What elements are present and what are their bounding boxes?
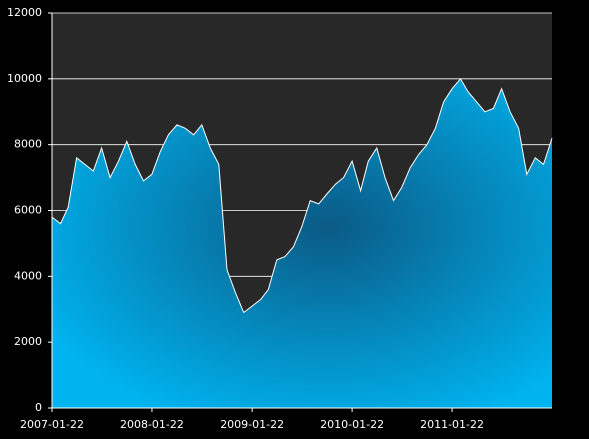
area [52,78,552,409]
x-tick-label: 2011-01-22 [420,418,484,431]
y-tick-label: 10000 [7,72,42,85]
x-tick-label: 2008-01-22 [120,418,184,431]
x-tick-label: 2007-01-22 [20,418,84,431]
x-tick-label: 2010-01-22 [320,418,384,431]
y-tick-label: 2000 [14,335,42,348]
x-tick-label: 2009-01-22 [220,418,284,431]
y-tick-label: 8000 [14,138,42,151]
y-tick-label: 0 [35,401,42,414]
y-tick-label: 12000 [7,6,42,19]
y-tick-label: 6000 [14,204,42,217]
area-line [51,77,553,314]
y-tick-label: 4000 [14,269,42,282]
